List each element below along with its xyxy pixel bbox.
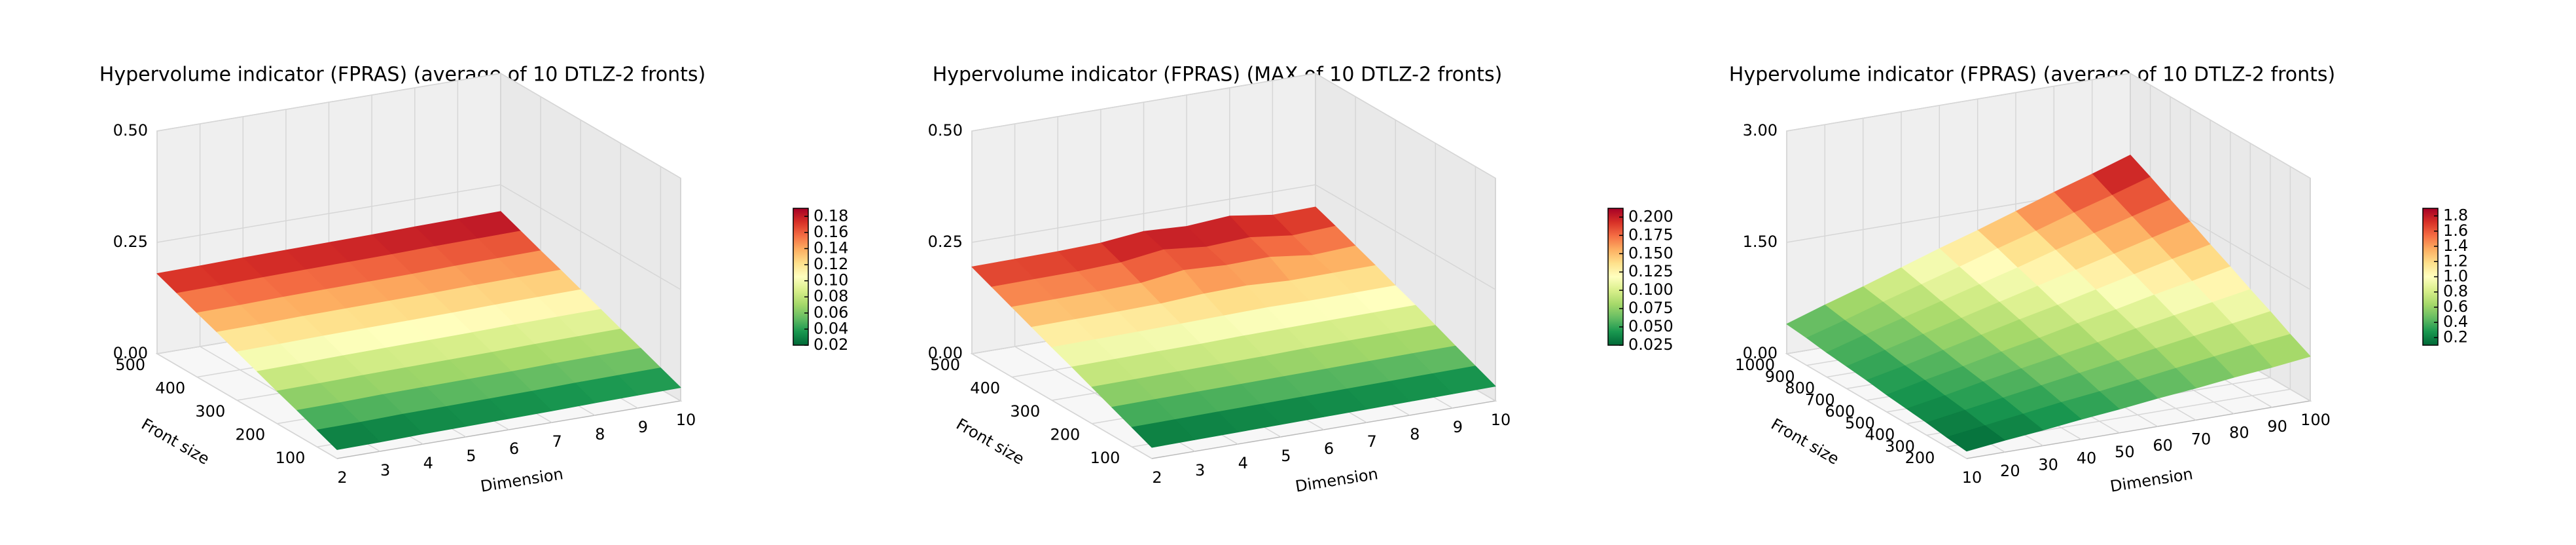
y-tick-label: 400 [970,379,1000,398]
y-tick-label: 400 [1865,426,1895,444]
x-tick-label: 6 [1324,440,1334,458]
x-axis-label: Dimension [1294,464,1379,496]
colorbar-tick-label: 0.200 [1628,207,1673,225]
x-tick-label: 30 [2038,455,2058,474]
colorbar-tick-label: 0.14 [814,238,848,257]
y-tick-label: 300 [195,402,225,421]
y-grid-line [1946,166,2291,447]
y-tick-label: 100 [1090,449,1120,467]
x-tick-label: 8 [595,425,605,443]
colorbar-tick-label: 1.6 [2443,221,2468,240]
x-tick-label: 9 [638,418,648,436]
surface-cell [1131,419,1196,448]
x-tick-label: 5 [466,447,476,465]
y-tick-label: 200 [1050,426,1081,444]
surface-cell [316,422,381,450]
x-tick-label: 5 [1281,447,1291,465]
colorbar-tick-label: 0.06 [814,303,848,322]
colorbar-tick-label: 0.175 [1628,225,1673,244]
x-tick-label: 70 [2191,430,2211,448]
z-tick-label: 0.50 [113,121,148,140]
z-tick-label: 0.25 [113,233,148,251]
z-tick-label: 0.00 [113,344,148,362]
x-tick-label: 20 [2000,462,2020,480]
z-tick-label: 0.50 [928,121,963,140]
colorbar [793,208,809,346]
colorbar-tick-label: 0.02 [814,335,848,354]
x-tick-label: 40 [2077,449,2097,468]
colorbar-tick-label: 0.4 [2443,312,2468,331]
y-tick-label: 500 [1845,414,1875,432]
colorbar [1607,208,1624,346]
y-tick-label: 700 [1805,390,1835,409]
x-tick-label: 7 [1367,432,1376,451]
colorbar-tick-label: 0.100 [1628,280,1673,299]
x-tick-label: 10 [1962,468,1982,487]
y-tick-label: 600 [1825,402,1855,421]
y-tick-label: 800 [1785,379,1815,398]
x-tick-label: 7 [552,432,562,451]
colorbar-tick-label: 0.10 [814,271,848,290]
y-tick-label: 400 [155,379,185,398]
y-tick-label: 200 [236,426,266,444]
colorbar-tick-label: 1.2 [2443,252,2468,270]
y-axis-label: Front size [138,415,212,468]
x-tick-label: 4 [423,454,433,472]
y-tick-label: 900 [1765,367,1795,386]
y-tick-label: 500 [930,356,960,374]
x-tick-label: 3 [1195,461,1205,479]
x-tick-label: 3 [380,461,390,479]
colorbar-tick-label: 0.16 [814,223,848,241]
x-axis-label: Dimension [2109,464,2194,496]
colorbar-tick-label: 0.08 [814,287,848,305]
x-tick-label: 100 [2300,411,2331,429]
z-tick-label: 0.00 [1743,344,1778,362]
chart-title: Hypervolume indicator (FPRAS) (average o… [99,64,706,86]
colorbar-tick-label: 0.075 [1628,299,1673,317]
x-tick-label: 60 [2153,436,2173,455]
colorbar-tick-label: 1.8 [2443,206,2468,225]
colorbar-tick-label: 0.125 [1628,262,1673,280]
y-tick-label: 300 [1010,402,1040,421]
surface-cell [1946,425,2005,452]
colorbar-tick-label: 0.6 [2443,297,2468,316]
colorbar-tick-label: 0.12 [814,255,848,273]
colorbar-tick-label: 0.04 [814,319,848,337]
y-tick-label: 300 [1885,437,1915,455]
x-tick-label: 8 [1410,425,1420,443]
x-tick-label: 90 [2267,417,2287,436]
y-axis-label: Front size [1768,415,1842,468]
x-tick-label: 2 [1152,468,1162,487]
chart-title: Hypervolume indicator (FPRAS) (MAX of 10… [933,64,1503,86]
z-tick-label: 3.00 [1743,121,1778,140]
y-tick-label: 1000 [1735,356,1775,374]
colorbar-tick-label: 1.4 [2443,236,2468,255]
colorbar-tick-label: 0.050 [1628,317,1673,335]
x-tick-label: 6 [509,440,519,458]
y-tick-label: 100 [276,449,306,467]
colorbar-tick-label: 0.18 [814,206,848,225]
colorbar-tick-label: 0.150 [1628,244,1673,262]
colorbar-tick-label: 0.8 [2443,282,2468,301]
colorbar-tick-label: 1.0 [2443,267,2468,286]
y-axis-label: Front size [953,415,1027,468]
x-tick-label: 80 [2229,424,2249,442]
y-tick-label: 200 [1905,449,1935,467]
x-tick-label: 10 [676,411,696,429]
y-tick-label: 500 [115,356,145,374]
x-tick-label: 4 [1238,454,1248,472]
chart-title: Hypervolume indicator (FPRAS) (average o… [1729,64,2335,86]
x-tick-label: 10 [1491,411,1511,429]
x-tick-label: 9 [1453,418,1463,436]
z-tick-label: 1.50 [1743,233,1778,251]
z-tick-label: 0.25 [928,233,963,251]
z-tick-label: 0.00 [928,344,963,362]
colorbar-tick-label: 0.2 [2443,328,2468,346]
x-tick-label: 2 [337,468,347,487]
x-tick-label: 50 [2115,443,2135,461]
x-axis-label: Dimension [479,464,564,496]
colorbar-tick-label: 0.025 [1628,335,1673,354]
